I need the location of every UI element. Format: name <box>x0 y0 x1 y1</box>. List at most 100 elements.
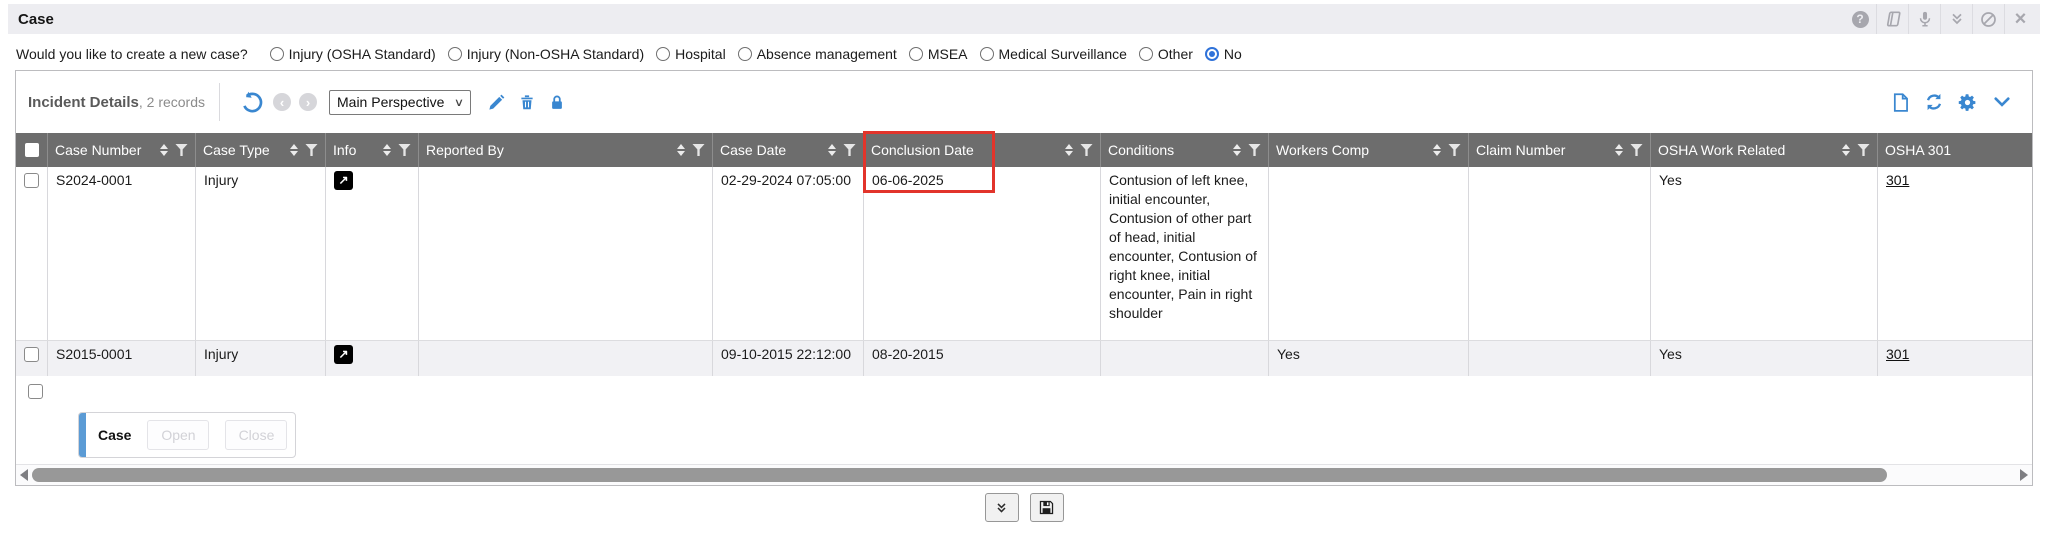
filter-icon[interactable] <box>843 143 856 156</box>
conditions-cell <box>1101 341 1269 376</box>
col-header-osha-work-related[interactable]: OSHA Work Related <box>1651 133 1878 167</box>
radio-circle <box>979 47 994 61</box>
close-icon[interactable]: × <box>2004 4 2036 34</box>
col-header-conclusion-date[interactable]: Conclusion Date <box>864 133 1101 167</box>
radio-label: Other <box>1157 46 1193 62</box>
double-chevron-down-icon <box>997 502 1006 513</box>
edit-pencil-icon[interactable] <box>487 93 506 112</box>
case-date-cell: 09-10-2015 22:12:00 <box>713 341 864 376</box>
filter-icon[interactable] <box>1630 143 1643 156</box>
radio-msea[interactable]: MSEA <box>908 46 968 62</box>
col-header-case-number[interactable]: Case Number <box>48 133 196 167</box>
col-header-claim-number[interactable]: Claim Number <box>1469 133 1651 167</box>
prev-record-icon[interactable]: ‹ <box>273 93 291 111</box>
radio-hospital[interactable]: Hospital <box>656 46 726 62</box>
reported-by-cell <box>419 167 713 340</box>
table-row: S2024-0001 Injury ↗ 02-29-2024 07:05:00 … <box>16 167 2032 340</box>
new-row-checkbox[interactable] <box>28 383 43 399</box>
help-icon[interactable]: ? <box>1844 4 1876 34</box>
journal-icon[interactable] <box>1876 4 1908 34</box>
col-header-case-type[interactable]: Case Type <box>196 133 326 167</box>
col-header-case-date[interactable]: Case Date <box>713 133 864 167</box>
row-select-cell <box>16 167 48 340</box>
radio-circle <box>656 47 671 61</box>
radio-absence-management[interactable]: Absence management <box>737 46 897 62</box>
delete-trash-icon[interactable] <box>518 93 536 112</box>
save-button[interactable] <box>1029 493 1064 522</box>
filter-icon[interactable] <box>175 143 188 156</box>
radio-label: No <box>1223 46 1242 62</box>
lock-icon[interactable] <box>548 93 566 112</box>
sort-icon[interactable] <box>677 144 685 156</box>
sort-icon[interactable] <box>1842 144 1850 156</box>
save-disk-icon <box>1039 500 1054 515</box>
scrollbar-track[interactable] <box>32 468 2016 482</box>
refresh-icon[interactable] <box>1923 91 1945 113</box>
radio-other[interactable]: Other <box>1138 46 1193 62</box>
select-all-checkbox[interactable] <box>24 143 39 157</box>
gear-icon[interactable] <box>1957 92 1978 113</box>
osha-work-related-cell: Yes <box>1651 167 1878 340</box>
expand-double-chevron-button[interactable] <box>984 493 1019 522</box>
tab-case[interactable]: Case <box>98 427 132 443</box>
col-header-reported-by[interactable]: Reported By <box>419 133 713 167</box>
new-record-icon[interactable] <box>1890 91 1911 114</box>
radio-injury-osha-standard[interactable]: Injury (OSHA Standard) <box>269 46 436 62</box>
radio-circle <box>447 47 462 61</box>
row-checkbox[interactable] <box>24 173 39 188</box>
panel-collapse-chevron-icon[interactable] <box>1990 92 2014 112</box>
close-button[interactable]: Close <box>225 420 288 450</box>
info-open-icon[interactable]: ↗ <box>334 345 353 364</box>
sort-icon[interactable] <box>290 144 298 156</box>
row-checkbox[interactable] <box>24 347 39 362</box>
scroll-left-arrow-icon[interactable] <box>20 469 28 481</box>
claim-number-cell <box>1469 167 1651 340</box>
new-row <box>16 376 2032 406</box>
scroll-right-arrow-icon[interactable] <box>2020 469 2028 481</box>
info-open-icon[interactable]: ↗ <box>334 171 353 190</box>
sort-icon[interactable] <box>1065 144 1073 156</box>
col-header-info[interactable]: Info <box>326 133 419 167</box>
filter-icon[interactable] <box>305 143 318 156</box>
sort-icon[interactable] <box>1433 144 1441 156</box>
reported-by-cell <box>419 341 713 376</box>
disable-slash-circle-icon[interactable] <box>1972 4 2004 34</box>
filter-icon[interactable] <box>1448 143 1461 156</box>
case-number-cell: S2015-0001 <box>48 341 196 376</box>
open-button[interactable]: Open <box>147 420 210 450</box>
conclusion-date-cell: 08-20-2015 <box>864 341 1101 376</box>
sort-icon[interactable] <box>1233 144 1241 156</box>
title-bar-icons: ? <box>1844 4 2036 34</box>
radio-no[interactable]: No <box>1204 46 1242 62</box>
row-select-cell <box>16 341 48 376</box>
horizontal-scrollbar[interactable] <box>16 464 2032 485</box>
radio-injury-non-osha-standard[interactable]: Injury (Non-OSHA Standard) <box>447 46 644 62</box>
collapse-double-chevron-icon[interactable] <box>1940 4 1972 34</box>
perspective-dropdown[interactable]: Main Perspective ∨ <box>329 89 471 115</box>
scrollbar-thumb[interactable] <box>32 468 1888 482</box>
microphone-icon[interactable] <box>1908 4 1940 34</box>
osha-301-link[interactable]: 301 <box>1886 346 1910 362</box>
radio-medical-surveillance[interactable]: Medical Surveillance <box>979 46 1127 62</box>
next-record-icon[interactable]: › <box>299 93 317 111</box>
col-header-conditions[interactable]: Conditions <box>1101 133 1269 167</box>
toolbar-divider <box>219 83 220 121</box>
undo-icon[interactable] <box>240 91 263 114</box>
filter-icon[interactable] <box>1248 143 1261 156</box>
filter-icon[interactable] <box>398 143 411 156</box>
sort-icon[interactable] <box>828 144 836 156</box>
osha-301-link[interactable]: 301 <box>1886 172 1910 188</box>
filter-icon[interactable] <box>1080 143 1093 156</box>
select-all-header-cell[interactable] <box>16 133 48 167</box>
col-header-workers-comp[interactable]: Workers Comp <box>1269 133 1469 167</box>
row-actions-box: Case Open Close <box>78 412 296 458</box>
filter-icon[interactable] <box>1857 143 1870 156</box>
filter-icon[interactable] <box>692 143 705 156</box>
radio-circle <box>908 47 923 61</box>
col-header-osha-301[interactable]: OSHA 301 <box>1885 142 1952 158</box>
sort-icon[interactable] <box>383 144 391 156</box>
sort-icon[interactable] <box>160 144 168 156</box>
claim-number-cell <box>1469 341 1651 376</box>
incident-details-panel: Incident Details , 2 records ‹ › Main Pe… <box>15 70 2033 486</box>
sort-icon[interactable] <box>1615 144 1623 156</box>
